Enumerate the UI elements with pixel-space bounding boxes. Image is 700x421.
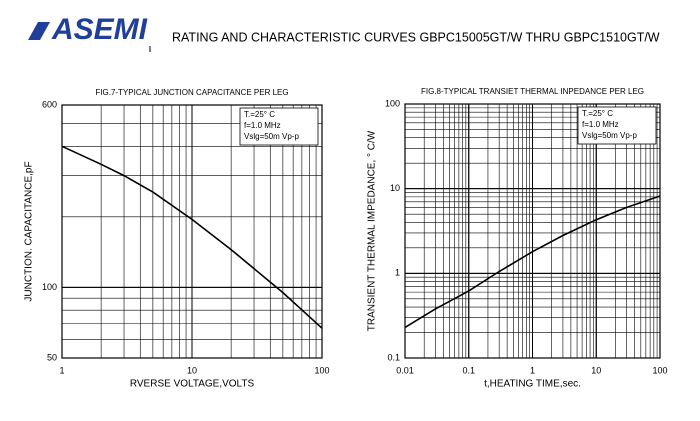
x-axis-label: RVERSE VOLTAGE,VOLTS [130, 379, 255, 390]
x-tick-label: 100 [314, 365, 329, 375]
x-axis-label: t,HEATING TIME,sec. [484, 379, 581, 390]
curve [404, 195, 661, 329]
x-tick-label: 0.01 [396, 365, 414, 375]
chart-title: FIG.7-TYPICAL JUNCTION CAPACITANCE PER L… [95, 88, 288, 97]
annotation-box [239, 107, 319, 146]
logo-stripe [28, 22, 50, 40]
y-tick-label: 1 [395, 268, 400, 278]
y-axis-label: JUNCTION. CAPACITANCE,pF [24, 161, 35, 301]
x-tick-label: 0.1 [462, 365, 475, 375]
annotation: T.=25° C [582, 109, 613, 118]
x-tick-label: 100 [652, 365, 667, 375]
y-tick-label: 100 [42, 282, 57, 292]
x-tick-label: 10 [187, 365, 197, 375]
x-tick-label: 1 [59, 365, 64, 375]
x-tick-label: 1 [530, 365, 535, 375]
annotation: T.=25° C [244, 110, 275, 119]
curve [61, 145, 323, 329]
annotation: f=1.0 MHz [244, 121, 281, 130]
annotation: f=1.0 MHz [582, 120, 619, 129]
y-tick-label: 0.1 [387, 352, 400, 362]
y-tick-label: 50 [47, 352, 57, 362]
annotation-box [577, 106, 657, 145]
y-tick-label: 10 [390, 183, 400, 193]
x-tick-label: 10 [591, 365, 601, 375]
y-tick-label: 600 [42, 99, 57, 109]
page-title: RATING AND CHARACTERISTIC CURVES GBPC150… [172, 30, 660, 44]
logo: ASEMI [51, 13, 148, 46]
y-axis-label: TRANSIENT THERMAL IMPEDANCE, ° C/W [367, 130, 378, 331]
annotation: Vslg=50m Vp-p [244, 132, 299, 141]
annotation: Vslg=50m Vp-p [582, 131, 637, 140]
y-tick-label: 100 [385, 98, 400, 108]
chart-title: FIG.8-TYPICAL TRANSIET THERMAL INPEDANCE… [421, 87, 644, 96]
